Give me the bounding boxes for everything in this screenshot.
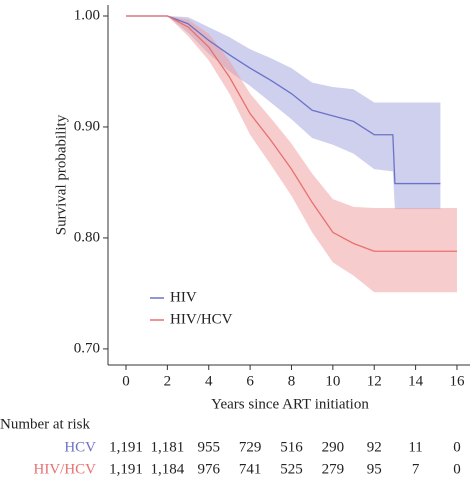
x-tick-label: 0 bbox=[122, 373, 130, 389]
y-tick-label: 1.00 bbox=[74, 7, 100, 23]
confidence-band bbox=[125, 15, 441, 210]
y-tick-label: 0.70 bbox=[74, 340, 100, 356]
risk-count: 1,191 bbox=[109, 439, 143, 455]
risk-count: 1,181 bbox=[150, 439, 184, 455]
risk-count: 525 bbox=[280, 461, 303, 477]
survival-line bbox=[125, 15, 457, 252]
y-axis-label: Survival probability bbox=[53, 114, 69, 235]
risk-row-label: HIV/HCV bbox=[34, 461, 97, 477]
survival-line bbox=[125, 15, 441, 185]
risk-count: 516 bbox=[280, 439, 303, 455]
risk-row-label: HCV bbox=[64, 439, 96, 455]
legend-label: HIV bbox=[170, 289, 197, 305]
risk-count: 955 bbox=[197, 439, 220, 455]
x-tick-label: 10 bbox=[325, 373, 340, 389]
x-tick-label: 4 bbox=[205, 373, 213, 389]
x-tick-label: 2 bbox=[164, 373, 172, 389]
risk-count: 92 bbox=[367, 439, 382, 455]
y-tick-label: 0.90 bbox=[74, 118, 100, 134]
risk-count: 741 bbox=[239, 461, 262, 477]
risk-count: 0 bbox=[453, 439, 461, 455]
risk-table-title: Number at risk bbox=[0, 416, 90, 432]
risk-count: 11 bbox=[408, 439, 422, 455]
risk-count: 7 bbox=[412, 461, 420, 477]
risk-count: 1,191 bbox=[109, 461, 143, 477]
risk-count: 290 bbox=[322, 439, 345, 455]
x-axis-label: Years since ART initiation bbox=[211, 396, 369, 412]
y-tick-label: 0.80 bbox=[74, 229, 100, 245]
x-tick-label: 14 bbox=[408, 373, 424, 389]
x-tick-label: 8 bbox=[288, 373, 296, 389]
risk-count: 95 bbox=[367, 461, 382, 477]
risk-count: 729 bbox=[239, 439, 262, 455]
risk-count: 1,184 bbox=[150, 461, 184, 477]
risk-count: 976 bbox=[197, 461, 220, 477]
confidence-band bbox=[125, 15, 457, 293]
x-tick-label: 6 bbox=[246, 373, 254, 389]
risk-count: 279 bbox=[322, 461, 345, 477]
legend-label: HIV/HCV bbox=[170, 311, 233, 327]
x-tick-label: 16 bbox=[449, 373, 465, 389]
risk-count: 0 bbox=[453, 461, 461, 477]
x-tick-label: 12 bbox=[367, 373, 382, 389]
